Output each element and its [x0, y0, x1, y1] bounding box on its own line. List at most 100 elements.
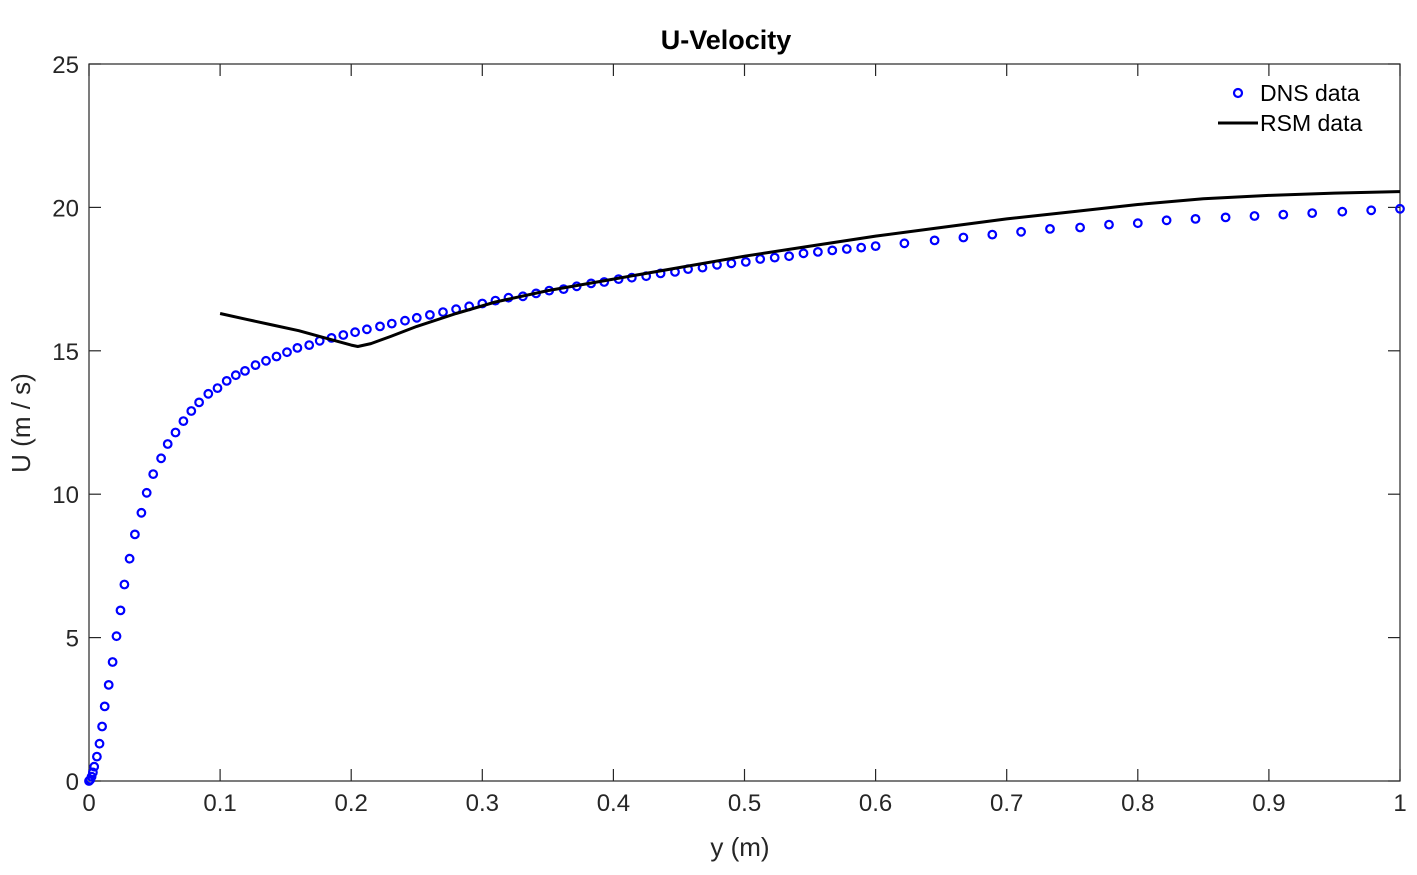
dns-point: [107, 657, 118, 667]
dns-point: [375, 321, 385, 332]
dns-point: [425, 310, 435, 320]
dns-point: [103, 680, 114, 690]
x-tick-label: 0.8: [1121, 790, 1154, 817]
dns-point: [129, 529, 140, 540]
plot-area: [88, 63, 1401, 782]
dns-point: [186, 406, 197, 416]
dns-point: [271, 351, 282, 362]
dns-point: [124, 553, 135, 564]
dns-point: [148, 469, 159, 480]
dns-point: [89, 761, 100, 772]
x-tick-label: 0.7: [990, 790, 1023, 817]
dns-point: [784, 251, 794, 262]
y-tick-label: 15: [52, 339, 79, 366]
rsm-line: [219, 190, 1401, 348]
dns-point: [1132, 218, 1143, 229]
x-tick-label: 0.4: [597, 790, 630, 817]
y-tick-label: 0: [66, 769, 79, 796]
y-tick-label: 25: [52, 52, 79, 79]
dns-point: [203, 388, 214, 399]
dns-point: [1075, 222, 1085, 233]
dns-point: [194, 397, 205, 408]
dns-point: [91, 751, 102, 762]
dns-point: [987, 229, 998, 240]
x-tick-label: 0.3: [466, 790, 499, 817]
dns-point: [1249, 211, 1260, 221]
dns-point: [178, 416, 189, 427]
x-axis-label: y (m): [710, 832, 769, 862]
dns-point: [282, 347, 292, 358]
dns-point: [362, 324, 372, 335]
dns-point: [1104, 219, 1114, 230]
x-tick-label: 0.9: [1252, 790, 1285, 817]
series-layer: [84, 190, 1405, 786]
legend-rsm-label: RSM data: [1260, 110, 1362, 136]
dns-point: [156, 453, 167, 464]
series-dns: [84, 203, 1405, 786]
legend-dns-marker: [1232, 87, 1244, 99]
dns-point: [115, 605, 126, 616]
dns-point: [827, 245, 838, 256]
dns-point: [1337, 206, 1348, 217]
dns-point: [212, 383, 223, 394]
dns-point: [1190, 213, 1201, 224]
dns-point: [86, 771, 97, 782]
dns-point: [1016, 226, 1026, 237]
dns-point: [1395, 203, 1405, 214]
dns-point: [99, 701, 110, 712]
y-tick-label: 5: [66, 626, 79, 653]
series-rsm: [219, 190, 1401, 348]
dns-point: [170, 427, 181, 438]
y-tick-label: 10: [52, 482, 79, 509]
dns-point: [338, 330, 349, 340]
x-tick-label: 0.1: [203, 790, 236, 817]
dns-point: [1045, 223, 1055, 234]
dns-point: [769, 252, 780, 263]
dns-point: [94, 738, 105, 749]
plot-frame: [88, 63, 1401, 782]
dns-point: [97, 721, 107, 732]
dns-point: [111, 631, 122, 642]
dns-point: [162, 439, 173, 449]
x-tick-label: 1: [1393, 790, 1406, 817]
y-axis-label: U (m / s): [6, 373, 36, 473]
dns-point: [230, 370, 241, 381]
dns-point: [438, 307, 448, 318]
y-tick-label: 20: [52, 195, 79, 222]
legend: DNS data RSM data: [1218, 80, 1362, 136]
dns-point: [813, 246, 823, 257]
dns-point: [261, 355, 271, 366]
dns-point: [304, 340, 315, 351]
dns-point: [870, 241, 881, 252]
dns-point: [141, 487, 152, 498]
dns-point: [250, 360, 261, 371]
dns-point: [350, 327, 361, 338]
dns-point: [386, 318, 397, 329]
dns-point: [1220, 212, 1231, 223]
dns-point: [899, 238, 910, 249]
dns-point: [240, 366, 250, 376]
dns-point: [1366, 205, 1377, 216]
x-tick-label: 0.6: [859, 790, 892, 817]
dns-point: [856, 242, 867, 253]
dns-point: [119, 579, 130, 590]
dns-point: [136, 507, 147, 518]
x-tick-label: 0.5: [728, 790, 761, 817]
dns-point: [1307, 208, 1318, 219]
dns-point: [411, 312, 422, 323]
dns-point: [221, 376, 232, 386]
dns-point: [740, 257, 751, 267]
legend-dns-label: DNS data: [1260, 80, 1360, 106]
dns-point: [841, 244, 852, 254]
dns-point: [958, 232, 969, 243]
chart-title: U-Velocity: [661, 25, 792, 55]
dns-point: [87, 767, 98, 778]
dns-point: [292, 343, 303, 353]
dns-point: [400, 315, 410, 326]
x-tick-label: 0.2: [335, 790, 368, 817]
dns-point: [1278, 209, 1289, 220]
dns-point: [929, 235, 940, 246]
